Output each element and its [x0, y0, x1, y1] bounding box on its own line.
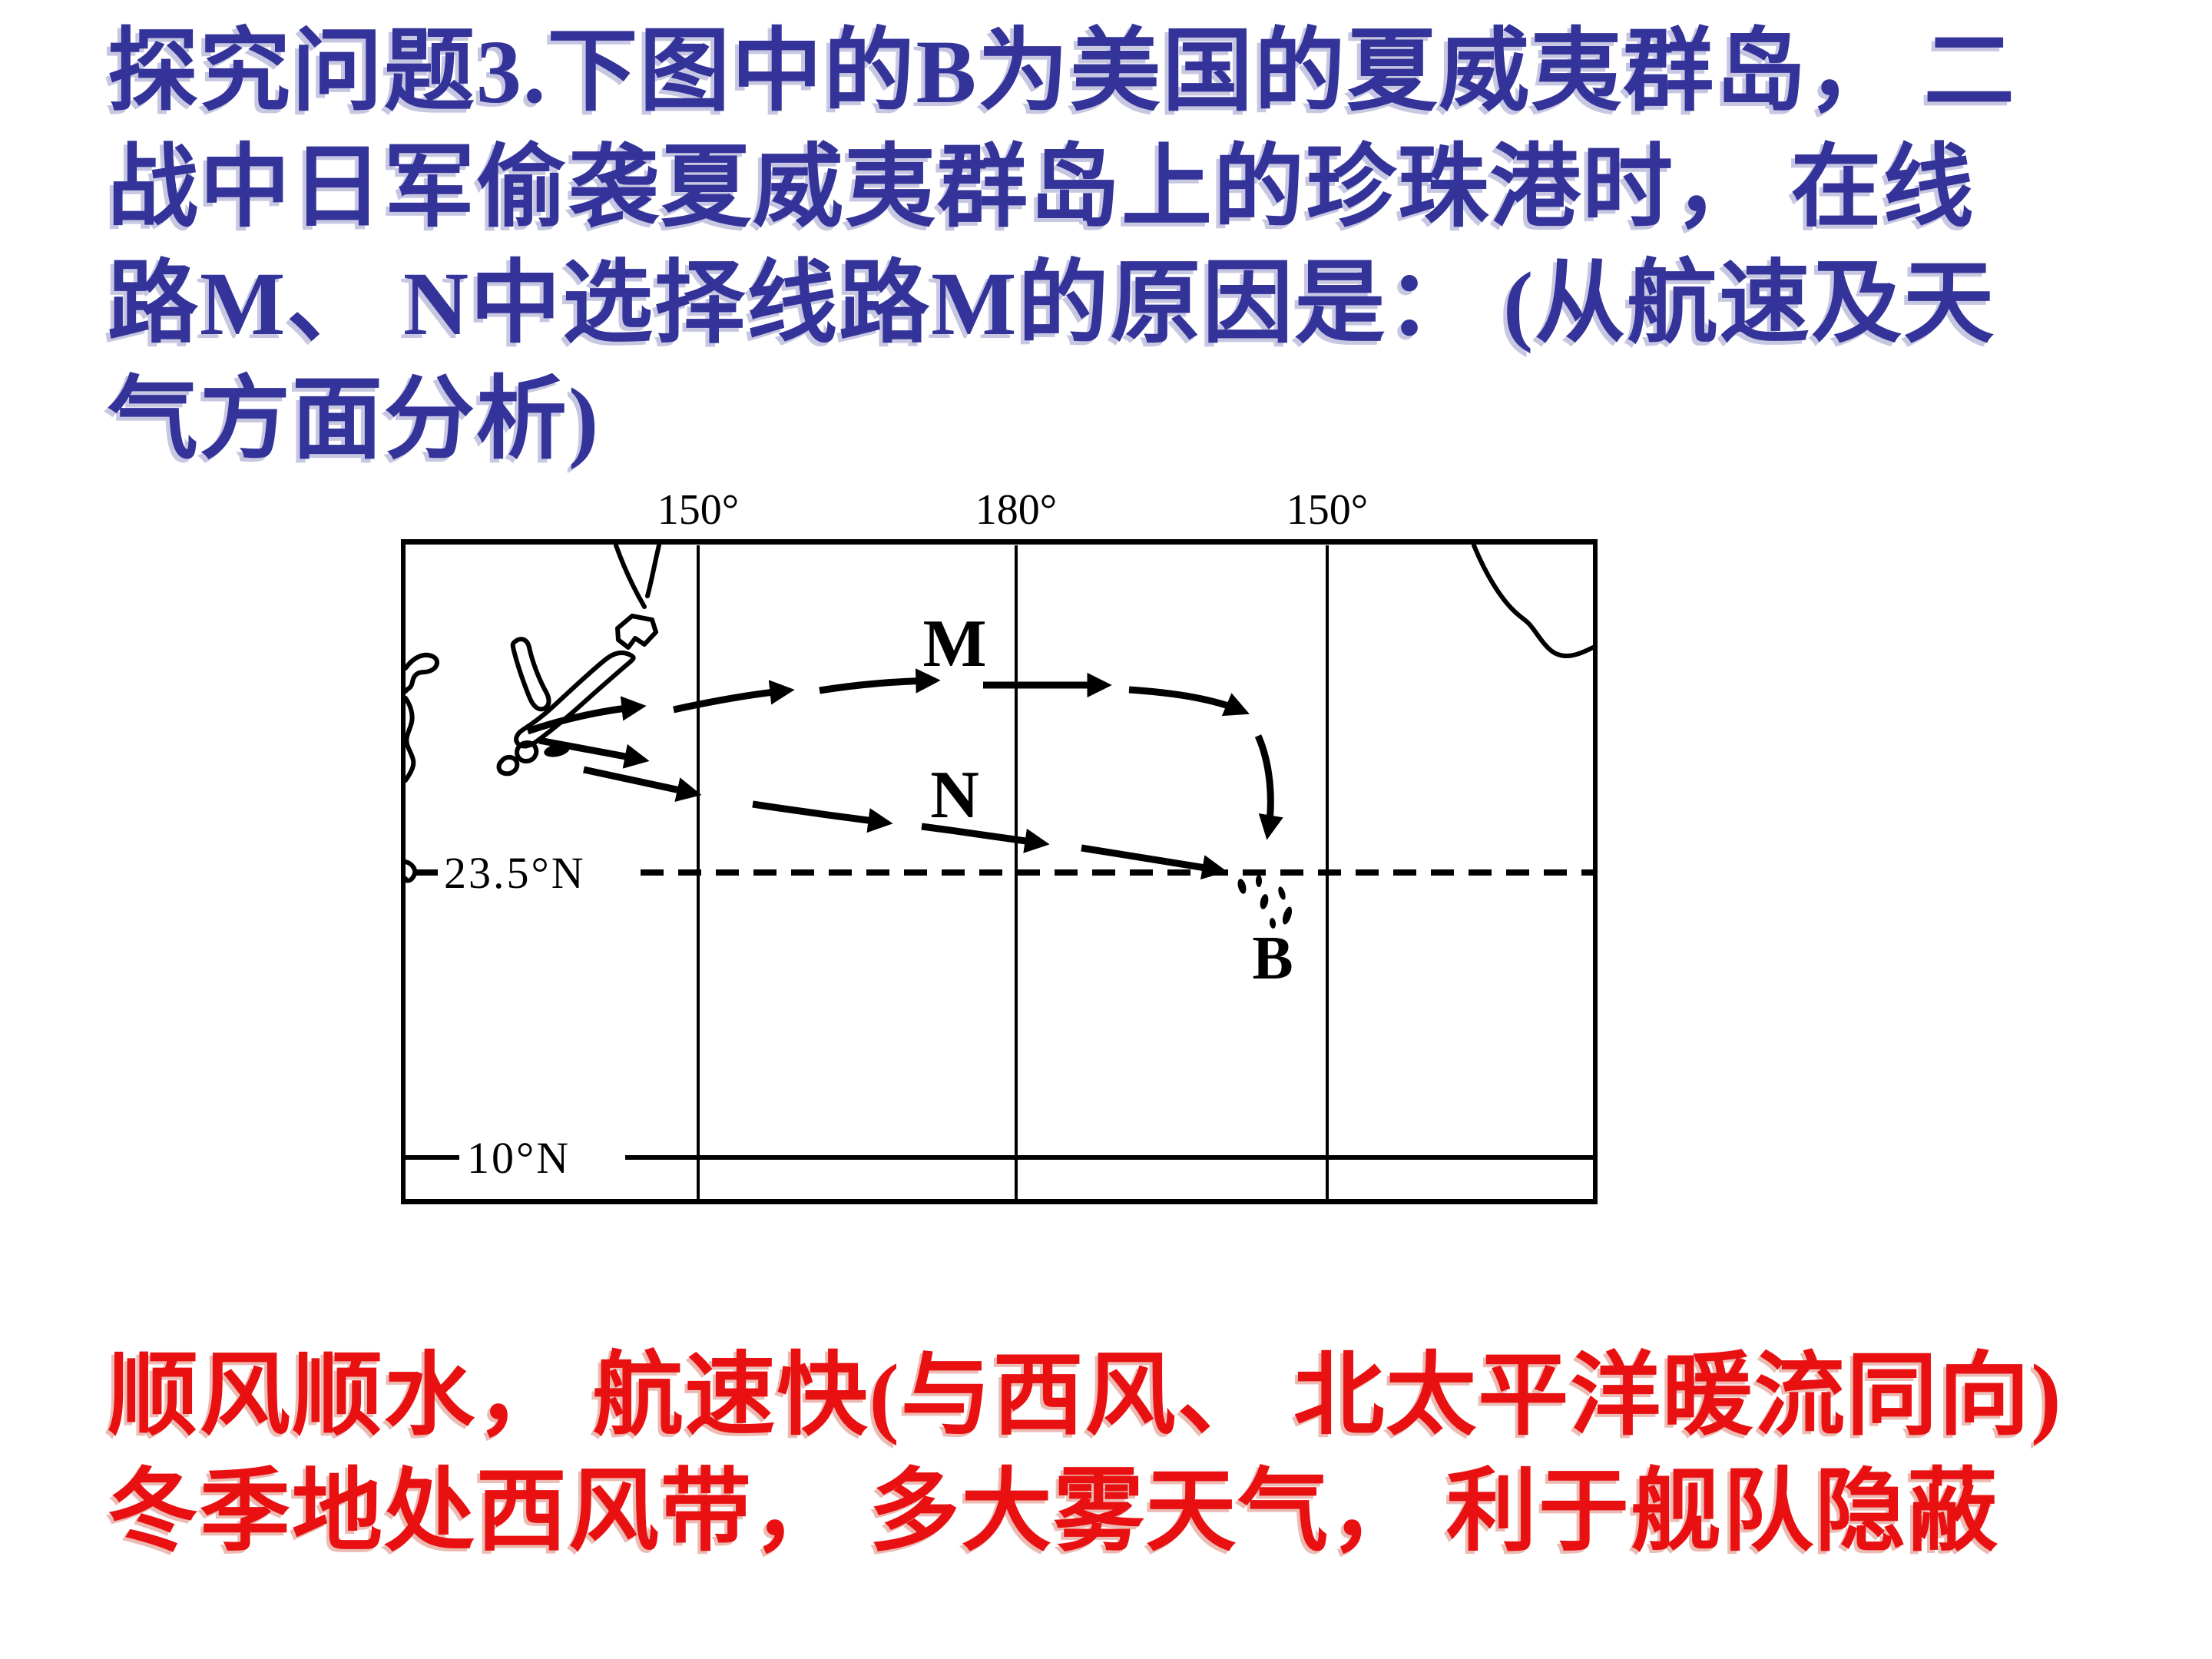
- route-m-seg1: [526, 696, 647, 735]
- route-n-seg3: [752, 800, 893, 833]
- mainland-coast-north: [403, 652, 439, 694]
- sakhalin-island: [510, 637, 551, 712]
- longitude-label-180: 180°: [975, 486, 1057, 534]
- hawaii-islands: [1237, 875, 1293, 929]
- america-coast: [1472, 543, 1595, 658]
- title-line-1: 探究问题3.下图中的B为美国的夏威夷群岛， 二: [108, 22, 2016, 122]
- longitude-label-150w: 150°: [1286, 486, 1368, 534]
- title-line-4: 气方面分析): [108, 369, 601, 470]
- route-n-seg5: [1081, 844, 1227, 880]
- hawaii-b-label: B: [1252, 925, 1293, 992]
- lat10-label: 10°N: [467, 1133, 571, 1183]
- shikoku-island: [515, 740, 539, 763]
- route-n-label: N: [930, 758, 979, 833]
- kyushu-island: [496, 755, 520, 777]
- longitude-label-150e: 150°: [657, 486, 739, 534]
- answer-line-2: 冬季地处西风带， 多大雾天气， 利于舰队隐蔽: [108, 1462, 2000, 1562]
- kamchatka-coast-east: [645, 543, 661, 598]
- left-edge-coast-curl: [403, 859, 418, 883]
- question-text: 探究问题3.下图中的B为美国的夏威夷群岛， 二 战中日军偷袭夏威夷群岛上的珍珠港…: [108, 14, 2181, 478]
- mainland-coast-south: [403, 696, 416, 783]
- route-n-seg4: [921, 823, 1050, 853]
- route-m-seg6: [1254, 734, 1283, 840]
- answer-text: 顺风顺水， 航速快(与西风、 北太平洋暖流同向) 冬季地处西风带， 多大雾天气，…: [108, 1338, 2181, 1570]
- answer-line-1: 顺风顺水， 航速快(与西风、 北太平洋暖流同向): [108, 1346, 2063, 1446]
- route-n-seg2: [583, 766, 702, 803]
- title-line-3: 路M、 N中选择线路M的原因是： (从航速及天: [108, 253, 1996, 354]
- route-m-label: M: [922, 607, 986, 681]
- pacific-route-map: 150° 180° 150° 23.5°N 10°N: [401, 476, 1598, 1204]
- tropic-label: 23.5°N: [444, 848, 586, 898]
- hokkaido-island: [615, 614, 658, 650]
- kamchatka-coast-west: [614, 543, 647, 609]
- route-m-seg5: [1128, 686, 1250, 717]
- map-figure: 150° 180° 150° 23.5°N 10°N: [401, 486, 1598, 1204]
- title-line-2: 战中日军偷袭夏威夷群岛上的珍珠港时， 在线: [108, 137, 1975, 238]
- route-n-seg1: [538, 737, 650, 769]
- route-m-seg3: [819, 668, 941, 694]
- route-m-seg2: [673, 680, 795, 714]
